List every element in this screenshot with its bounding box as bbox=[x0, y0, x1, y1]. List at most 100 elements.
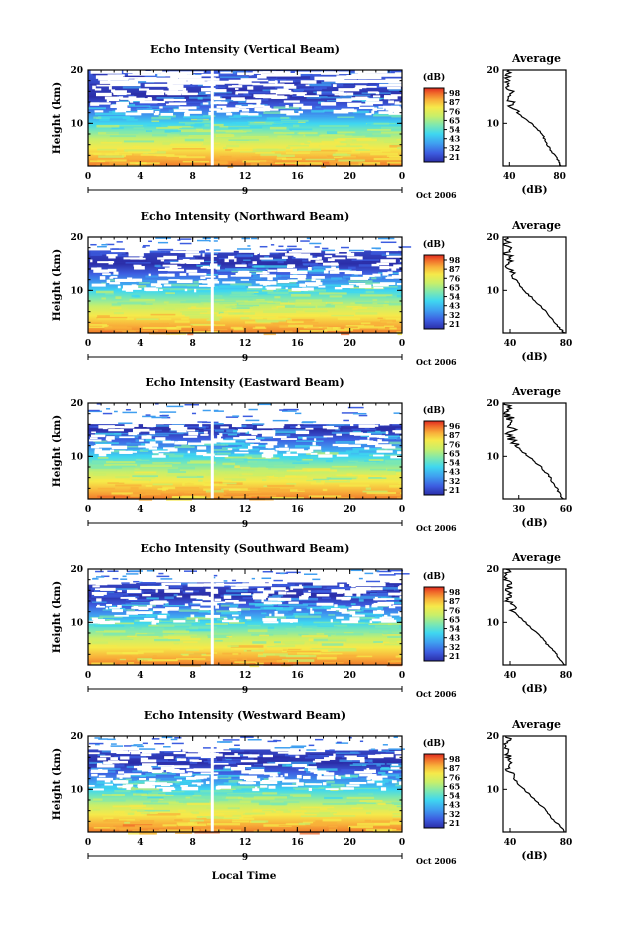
x-tick-label: 12 bbox=[239, 838, 252, 848]
x-tick-label: 16 bbox=[291, 505, 304, 515]
colorbar-tick-label: 76 bbox=[449, 605, 461, 615]
heatmap-texture bbox=[88, 70, 402, 168]
x-tick-label: 20 bbox=[343, 671, 356, 681]
profile-x-label: (dB) bbox=[521, 351, 547, 363]
profile-x-tick-label: 80 bbox=[553, 172, 566, 182]
x-axis-label: Local Time bbox=[212, 870, 277, 882]
profile-x-label: (dB) bbox=[521, 517, 547, 529]
x-tick-label: 16 bbox=[291, 339, 304, 349]
colorbar-tick-label: 54 bbox=[449, 624, 461, 634]
profile-y-tick-label: 20 bbox=[486, 732, 499, 742]
colorbar-tick-label: 65 bbox=[449, 115, 460, 125]
x-tick-label: 8 bbox=[190, 172, 196, 182]
colorbar-tick-label: 43 bbox=[449, 467, 461, 477]
y-tick-label: 10 bbox=[70, 119, 83, 129]
profile-title: Average bbox=[511, 385, 561, 398]
colorbar-tick-label: 43 bbox=[449, 301, 461, 311]
day-marker: 9 bbox=[242, 853, 248, 863]
heatmap-texture bbox=[88, 569, 410, 668]
colorbar-tick-label: 32 bbox=[449, 476, 460, 486]
x-tick-label: 12 bbox=[239, 339, 252, 349]
profile-x-tick-label: 40 bbox=[504, 339, 517, 349]
colorbar bbox=[423, 586, 445, 662]
y-axis-label: Height (km) bbox=[51, 581, 63, 653]
date-label: Oct 2006 bbox=[416, 689, 457, 699]
x-tick-label: 0 bbox=[399, 671, 405, 681]
profile-y-tick-label: 10 bbox=[486, 452, 499, 462]
colorbar-tick-label: 54 bbox=[449, 125, 461, 135]
colorbar-unit: (dB) bbox=[423, 571, 445, 582]
colorbar-unit: (dB) bbox=[423, 738, 445, 749]
profile-x-tick-label: 80 bbox=[560, 838, 573, 848]
data-gap bbox=[210, 70, 214, 166]
colorbar-tick-label: 21 bbox=[449, 818, 460, 828]
colorbar bbox=[423, 87, 445, 163]
profile-line bbox=[503, 236, 566, 334]
x-tick-label: 20 bbox=[343, 339, 356, 349]
profile-frame bbox=[502, 69, 567, 167]
x-tick-label: 0 bbox=[85, 838, 91, 848]
day-marker: 9 bbox=[242, 520, 248, 530]
panel-4: Echo Intensity (Southward Beam) 0 4 8 12 16 20… bbox=[51, 542, 572, 699]
heatmap-texture bbox=[88, 736, 405, 835]
profile-x-tick-label: 40 bbox=[503, 172, 516, 182]
colorbar-tick-label: 87 bbox=[449, 264, 460, 274]
colorbar-tick-label: 76 bbox=[449, 439, 461, 449]
profile-frame bbox=[502, 402, 567, 500]
y-tick-label: 20 bbox=[70, 565, 83, 575]
x-tick-label: 16 bbox=[291, 172, 304, 182]
data-gap bbox=[210, 237, 214, 333]
data-gap bbox=[210, 736, 214, 832]
y-axis-label: Height (km) bbox=[51, 415, 63, 487]
x-tick-label: 8 bbox=[190, 505, 196, 515]
x-tick-label: 0 bbox=[85, 671, 91, 681]
profile-line bbox=[502, 568, 565, 666]
profile-y-tick-label: 20 bbox=[486, 399, 499, 409]
y-tick-label: 20 bbox=[70, 732, 83, 742]
colorbar-tick-label: 21 bbox=[449, 651, 460, 661]
y-axis-label: Height (km) bbox=[51, 748, 63, 820]
panel-title: Echo Intensity (Vertical Beam) bbox=[150, 43, 340, 56]
panel-2: Echo Intensity (Northward Beam) 0 4 8 12 16 20… bbox=[51, 210, 572, 367]
profile-y-tick-label: 20 bbox=[486, 233, 499, 243]
day-marker: 9 bbox=[242, 354, 248, 364]
colorbar-tick-label: 65 bbox=[449, 282, 460, 292]
x-tick-label: 12 bbox=[239, 671, 252, 681]
colorbar-tick-label: 54 bbox=[449, 791, 461, 801]
colorbar bbox=[423, 420, 445, 496]
colorbar-unit: (dB) bbox=[423, 405, 445, 416]
date-label: Oct 2006 bbox=[416, 190, 457, 200]
date-label: Oct 2006 bbox=[416, 856, 457, 866]
panel-1: Echo Intensity (Vertical Beam) 0 4 8 12 16 20 0… bbox=[51, 43, 567, 200]
colorbar-tick-label: 32 bbox=[449, 143, 460, 153]
colorbar-tick-label: 32 bbox=[449, 809, 460, 819]
y-tick-label: 20 bbox=[70, 399, 83, 409]
x-tick-label: 20 bbox=[343, 838, 356, 848]
day-marker: 9 bbox=[242, 686, 248, 696]
x-tick-label: 0 bbox=[399, 339, 405, 349]
y-tick-label: 10 bbox=[70, 286, 83, 296]
x-tick-label: 12 bbox=[239, 172, 252, 182]
colorbar-tick-label: 43 bbox=[449, 800, 461, 810]
colorbar-tick-label: 65 bbox=[449, 448, 460, 458]
colorbar-tick-label: 76 bbox=[449, 106, 461, 116]
colorbar-tick-label: 54 bbox=[449, 458, 461, 468]
x-tick-label: 8 bbox=[190, 838, 196, 848]
x-tick-label: 0 bbox=[85, 172, 91, 182]
colorbar-tick-label: 21 bbox=[449, 485, 460, 495]
profile-title: Average bbox=[511, 52, 561, 65]
profile-y-tick-label: 10 bbox=[486, 286, 499, 296]
colorbar-tick-label: 65 bbox=[449, 781, 460, 791]
y-tick-label: 20 bbox=[70, 233, 83, 243]
panel-5: Echo Intensity (Westward Beam) 0 4 8 12 16 20 0… bbox=[51, 709, 572, 866]
profile-y-tick-label: 10 bbox=[486, 618, 499, 628]
profile-x-label: (dB) bbox=[521, 683, 547, 695]
x-tick-label: 12 bbox=[239, 505, 252, 515]
colorbar-tick-label: 87 bbox=[449, 97, 460, 107]
y-tick-label: 20 bbox=[70, 66, 83, 76]
colorbar-unit: (dB) bbox=[423, 239, 445, 250]
profile-x-tick-label: 40 bbox=[504, 671, 517, 681]
x-tick-label: 20 bbox=[343, 172, 356, 182]
x-tick-label: 16 bbox=[291, 838, 304, 848]
